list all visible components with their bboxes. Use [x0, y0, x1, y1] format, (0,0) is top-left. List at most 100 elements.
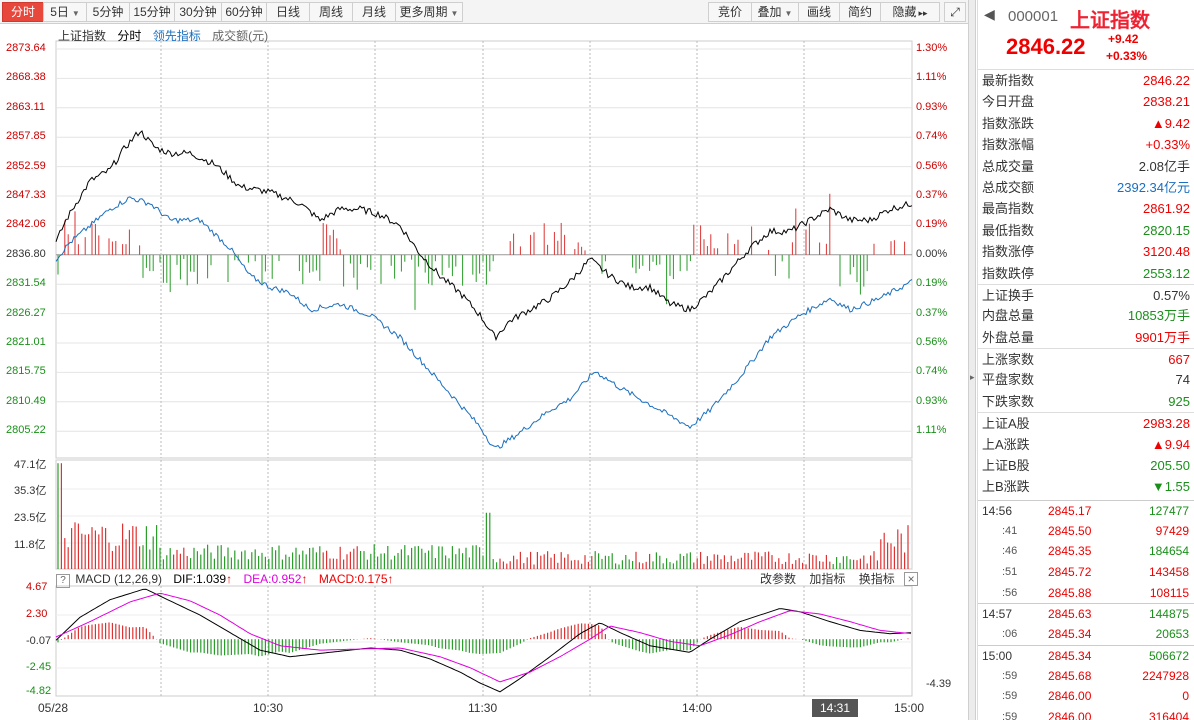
breadth-row-value: 925 [1168, 393, 1190, 409]
leading-line [55, 196, 913, 449]
stock-code: 000001 [1008, 8, 1059, 25]
close-icon[interactable]: × [904, 572, 919, 586]
collapse-handle-icon[interactable]: ▸ [970, 372, 975, 382]
percent-axis-label: 0.56% [916, 159, 948, 172]
quote-row-value: 2838.21 [1143, 94, 1190, 110]
price-line [55, 130, 913, 342]
macd-dif-label: DIF:1.039 [173, 572, 227, 586]
volume-pane-frame [55, 459, 913, 570]
legend-mode: 分时 [117, 29, 142, 43]
price-axis-label: 2821.01 [6, 336, 46, 348]
tool-button-label: 简约 [847, 5, 872, 19]
last-price: 2846.22 [1006, 34, 1086, 59]
time-label-1400: 14:00 [682, 701, 713, 715]
tool-button-label: 隐藏 [892, 5, 917, 19]
percent-axis-label: 0.37% [916, 189, 948, 201]
turnover-row-value: 9901万手 [1135, 329, 1190, 345]
macd-buttons: 改参数 加指标 换指标 × [760, 571, 919, 587]
period-tab-label: 30分钟 [179, 5, 217, 19]
quote-row-label: 总成交额 [982, 179, 1035, 195]
quote-row: 指数跌停 2553.12 [978, 263, 1194, 284]
breadth-row-value: 74 [1175, 372, 1190, 388]
period-tab-3[interactable]: 15分钟 [129, 2, 175, 22]
macd-value-arrow: ↑ [387, 572, 394, 586]
time-label-1130: 11:30 [468, 701, 498, 715]
volume-axis-label: 11.8亿 [14, 539, 46, 551]
tick-volume: 144875 [1148, 607, 1189, 622]
period-tab-5[interactable]: 60分钟 [221, 2, 267, 22]
price-axis-label: 2852.59 [6, 159, 46, 172]
quote-row-label: 指数涨幅 [982, 137, 1035, 153]
tool-button-2[interactable]: 画线 [798, 2, 840, 22]
tick-price: 2845.50 [1048, 523, 1092, 538]
legend-leading[interactable]: 领先指标 [152, 29, 201, 43]
share-row-value: ▲9.94 [1151, 436, 1190, 452]
tool-button-4[interactable]: 隐藏 ▸▸ [880, 2, 940, 22]
tick-price: 2845.72 [1048, 565, 1092, 580]
tick-time: 14:57 [982, 607, 1013, 622]
quote-row-label: 指数涨跌 [982, 115, 1035, 131]
macd-value-label: MACD:0.175 [318, 572, 388, 586]
period-toolbar: 分时 5日 ▼ 5分钟 15分钟 30分钟 60分钟 日线 周线 月线 更多周期 ▼ 竞价 叠加 ▼ 画线 简约… [0, 0, 968, 24]
macd-pane-frame [55, 585, 913, 697]
turnover-row-value: 10853万手 [1127, 308, 1190, 324]
time-label-1030: 10:30 [253, 701, 284, 715]
legend-index-name: 上证指数 [58, 29, 107, 43]
tick-row: :59 2846.00 0 [978, 686, 1194, 707]
macd-axis-label: -2.45 [26, 661, 52, 673]
change-params-button[interactable]: 改参数 [760, 572, 797, 586]
share-row: 上证B股 205.50 [978, 455, 1194, 476]
turnover-row-value: 0.57% [1153, 287, 1190, 303]
breadth-row: 上涨家数 667 [978, 348, 1194, 369]
quote-panel: ◀ 000001 上证指数 2846.22 +9.42 +0.33% 最新指数 2… [977, 0, 1194, 720]
quote-row-label: 今日开盘 [982, 94, 1035, 110]
macd-axis-label: 2.30 [26, 608, 48, 620]
percent-axis-label: 0.00% [916, 247, 948, 260]
tool-button-3[interactable]: 简约 [839, 2, 881, 22]
price-axis-label: 2863.11 [6, 100, 45, 113]
stock-name: 上证指数 [1070, 10, 1150, 32]
quote-row-value: 2820.15 [1143, 222, 1190, 238]
period-tab-label: 60分钟 [225, 5, 263, 19]
tool-button-1[interactable]: 叠加 ▼ [751, 2, 799, 22]
macd-axis-label: -0.07 [26, 635, 52, 647]
period-tab-2[interactable]: 5分钟 [86, 2, 130, 22]
quote-row-label: 最低指数 [982, 222, 1035, 238]
tick-list[interactable]: 14:56 2845.17 127477:41 2845.50 97429:46 2845… [978, 500, 1194, 720]
quote-row-label: 最高指数 [982, 201, 1035, 217]
chevron-down-icon: ▼ [450, 9, 459, 18]
tick-row: :59 2845.68 2247928 [978, 666, 1194, 687]
period-tab-8[interactable]: 月线 [352, 2, 396, 22]
tick-time: :59 [1002, 690, 1018, 703]
macd-dea-label: DEA:0.952 [243, 572, 302, 586]
share-row-value: ▼1.55 [1151, 479, 1190, 495]
back-arrow-icon[interactable]: ◀ [984, 6, 995, 22]
share-row-value: 205.50 [1150, 458, 1190, 474]
panel-divider[interactable] [968, 0, 976, 720]
price-axis-label: 2857.85 [6, 130, 46, 143]
tick-row: 14:57 2845.63 144875 [978, 603, 1194, 624]
quote-row-value: 2846.22 [1143, 73, 1190, 88]
percent-axis-label: 0.19% [916, 277, 948, 290]
time-label-1500: 15:00 [894, 701, 925, 715]
turnover-row-label: 内盘总量 [982, 308, 1035, 324]
macd-right-value: -4.39 [926, 678, 952, 690]
switch-indicator-button[interactable]: 换指标 [858, 572, 895, 586]
price-axis-label: 2836.80 [6, 247, 46, 260]
tick-volume: 316404 [1148, 709, 1189, 720]
tick-price: 2845.68 [1048, 668, 1092, 683]
add-indicator-button[interactable]: 加指标 [809, 572, 846, 586]
tool-button-0[interactable]: 竞价 [708, 2, 752, 22]
volume-axis-label: 47.1亿 [14, 459, 47, 471]
period-tab-6[interactable]: 日线 [266, 2, 310, 22]
macd-dif-line [55, 588, 912, 693]
tick-time: :59 [1002, 669, 1018, 682]
tick-time: :06 [1002, 628, 1018, 641]
period-tab-9[interactable]: 更多周期 ▼ [395, 2, 463, 22]
expand-icon[interactable]: ⤢ [944, 2, 966, 22]
intraday-chart[interactable] [0, 0, 968, 720]
quote-row-label: 最新指数 [982, 73, 1035, 88]
quote-row-value: 2861.92 [1143, 201, 1190, 217]
help-icon[interactable]: ? [56, 574, 70, 588]
period-tab-7[interactable]: 周线 [309, 2, 353, 22]
